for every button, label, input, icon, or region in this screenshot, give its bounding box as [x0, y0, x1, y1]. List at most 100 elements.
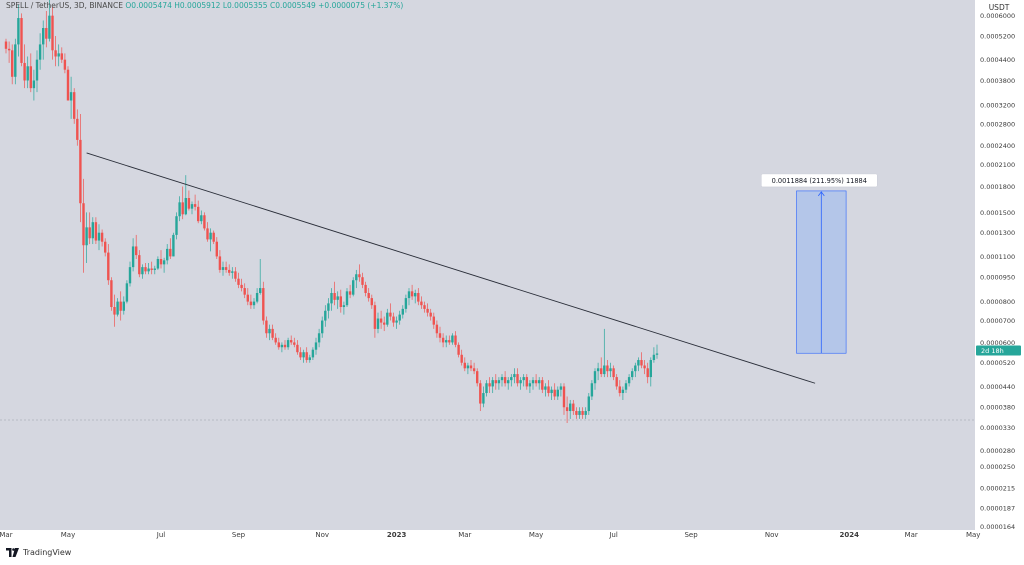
x-tick-label: Jul [608, 531, 618, 539]
candle [407, 288, 411, 306]
candle [479, 380, 482, 412]
candle-body [119, 301, 122, 311]
candle [485, 380, 488, 397]
candle-body [172, 234, 175, 257]
candle [445, 335, 448, 348]
candle [476, 368, 479, 387]
candle-body [432, 316, 435, 325]
candle-body [11, 50, 14, 77]
candle-body [593, 371, 597, 384]
candle [215, 237, 218, 260]
candle [624, 380, 628, 394]
y-tick-label: 0.0003200 [980, 101, 1015, 109]
candle [100, 229, 104, 247]
candle-body [181, 202, 184, 215]
candle [231, 267, 234, 279]
candle [379, 310, 383, 329]
candle-body [107, 252, 110, 281]
candle-body [314, 342, 318, 350]
candle-body [370, 298, 373, 306]
candle [550, 386, 553, 400]
candle [268, 324, 271, 341]
candle-body [479, 383, 482, 404]
y-tick-label: 0.0001800 [980, 183, 1015, 191]
candle-body [596, 368, 600, 372]
candle-body [29, 66, 32, 89]
candle-body [606, 365, 609, 372]
candle [618, 380, 621, 397]
candle-body [451, 335, 454, 343]
x-tick-label: Mar [0, 531, 13, 539]
candle-body [572, 403, 575, 412]
candle-body [330, 292, 333, 304]
candle-body [379, 318, 383, 323]
candle [426, 303, 429, 317]
candle-body [237, 278, 240, 285]
candle [401, 305, 404, 319]
candle [184, 175, 187, 216]
tradingview-logo-icon [6, 548, 19, 557]
candle-body [336, 296, 339, 300]
candle-body [429, 312, 432, 317]
candle [565, 396, 569, 424]
candle [122, 296, 125, 315]
y-tick-label: 0.0002100 [980, 161, 1015, 169]
candle-body [308, 357, 311, 361]
candle [88, 212, 91, 245]
candle [277, 337, 280, 350]
candle [355, 269, 358, 289]
candle [69, 76, 73, 119]
candle-body [88, 227, 91, 239]
candle [432, 312, 435, 329]
candle [590, 380, 594, 400]
trendline[interactable] [86, 152, 816, 384]
candle-body [609, 368, 612, 372]
candle-body [299, 352, 302, 358]
candle [150, 261, 153, 275]
candle [441, 333, 445, 348]
y-tick-label: 0.0000440 [980, 383, 1015, 391]
candle [308, 354, 311, 363]
candle-body [274, 337, 277, 343]
candle-body [166, 248, 169, 261]
candle-body [640, 360, 643, 366]
candle-body [414, 292, 417, 297]
candle [42, 20, 45, 60]
candle-body [215, 241, 218, 257]
candle [324, 305, 327, 327]
measure-label-box [761, 173, 878, 188]
candle [541, 377, 544, 394]
candle [200, 210, 203, 225]
candle [128, 261, 132, 287]
symbol-header: SPELL / TetherUS, 3D, BINANCE O0.0005474… [6, 1, 403, 10]
candle-body [240, 284, 243, 289]
candle-body [187, 198, 191, 209]
candle-body [457, 344, 460, 355]
candle-body [631, 371, 634, 378]
candle-body [383, 322, 386, 325]
candle-body [184, 198, 187, 215]
candle [578, 407, 581, 419]
time-axis[interactable] [0, 530, 975, 542]
measure-label: 0.0011884 (211.95%) 11884 [772, 177, 867, 185]
candle [45, 11, 48, 48]
candle-body [125, 283, 129, 302]
candle [23, 44, 26, 89]
candle [569, 399, 572, 419]
candle [503, 371, 507, 387]
candle-body [398, 314, 401, 321]
candle-body [643, 365, 646, 369]
candle-body [63, 59, 67, 70]
y-tick-label: 0.0000187 [980, 504, 1015, 512]
x-tick-label: May [61, 531, 75, 539]
candle-body [500, 377, 504, 381]
candle [609, 362, 612, 378]
candle-body [600, 368, 603, 375]
candle [197, 200, 200, 224]
price-axis[interactable] [975, 0, 1024, 530]
candle [141, 264, 144, 279]
candle [364, 281, 367, 297]
candle [113, 294, 116, 327]
candle [54, 35, 57, 67]
